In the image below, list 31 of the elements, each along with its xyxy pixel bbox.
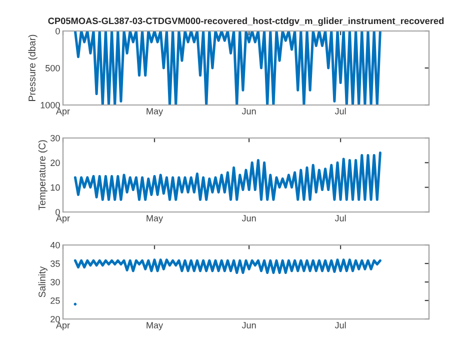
y-axis-title: Salinity: [38, 266, 48, 298]
y-axis-title: Pressure (dbar): [28, 34, 38, 101]
y-tick-label: 0: [56, 28, 60, 34]
y-tick-label: 20: [50, 160, 60, 166]
chart-title: CP05MOAS-GL387-03-CTDGVM000-recovered_host-ctdgv_m_glider_instrument_recovered: [48, 17, 444, 26]
y-tick-label: 40: [50, 242, 60, 248]
x-tick-label: May: [146, 322, 164, 330]
y-tick-label: 30: [50, 134, 60, 142]
line-series: [74, 258, 382, 274]
y-tick-label: 25: [50, 297, 60, 304]
y-tick-label: 20: [50, 316, 60, 322]
line-series: [74, 31, 382, 105]
x-tick-label: Apr: [56, 322, 70, 330]
y-tick-label: 0: [56, 208, 60, 216]
x-tick-label: May: [146, 215, 164, 224]
y-tick-label: 10: [50, 184, 60, 191]
y-tick-label: 35: [50, 260, 60, 267]
y-axis-title: Temperature (C): [38, 140, 48, 210]
x-tick-label: Jul: [334, 322, 346, 328]
y-tick-label: 500: [46, 64, 60, 72]
line-series: [74, 152, 382, 201]
x-tick-label: May: [146, 108, 164, 116]
x-tick-label: Apr: [56, 215, 70, 224]
x-tick-label: Jul: [334, 214, 346, 222]
x-tick-label: Jul: [334, 108, 346, 114]
y-tick-label: 1000: [40, 102, 60, 108]
y-tick-label: 30: [50, 278, 60, 286]
x-tick-label: Jun: [242, 215, 256, 222]
x-tick-label: Jun: [242, 322, 256, 328]
x-tick-label: Apr: [56, 108, 70, 116]
x-tick-label: Jun: [242, 108, 256, 114]
